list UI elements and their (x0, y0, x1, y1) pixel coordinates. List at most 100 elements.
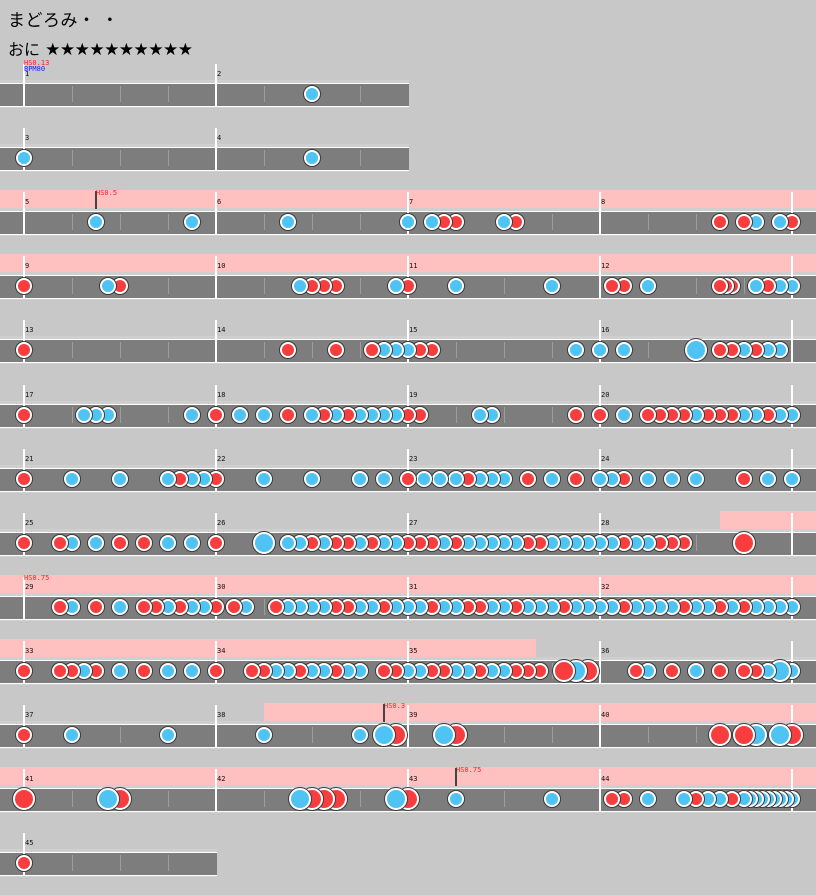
beat-line (264, 214, 265, 231)
difficulty-stars: ★★★★★★★★★★ (45, 40, 193, 60)
big-don-note (13, 788, 35, 811)
measure-line (407, 640, 409, 683)
don-note (16, 855, 32, 872)
beat-line (120, 855, 121, 872)
chart-row: 45 (0, 831, 217, 895)
measure-number: 45 (25, 839, 34, 848)
don-note (712, 278, 728, 295)
beat-line (72, 214, 73, 231)
measure-number: 22 (217, 454, 226, 463)
measure-line (23, 320, 25, 363)
chart-row: 21 22 23 24 (0, 447, 816, 511)
beat-line (552, 342, 553, 359)
don-note (736, 214, 752, 231)
ka-note (160, 727, 176, 743)
don-note (52, 534, 68, 551)
don-note (712, 214, 728, 231)
scroll-speed-label: HS0.75 (24, 573, 50, 582)
ka-note (640, 791, 656, 808)
beat-line (120, 214, 121, 231)
ka-note (432, 470, 449, 487)
measure-line (23, 833, 25, 876)
measure-line (215, 256, 217, 299)
big-don-note (709, 724, 731, 746)
ka-note (88, 534, 104, 551)
measure-number: 29 (25, 582, 34, 591)
big-ka-note (289, 788, 311, 811)
ka-note (100, 278, 116, 295)
beat-line (312, 342, 313, 359)
measure-line (215, 769, 217, 812)
ka-note (688, 662, 704, 679)
ka-note (400, 214, 416, 231)
big-ka-note (769, 724, 791, 746)
ka-note (184, 214, 200, 231)
measure-line (599, 256, 601, 299)
beat-line (264, 86, 265, 102)
measure-line (23, 448, 25, 491)
don-note (16, 662, 32, 679)
measure-line (791, 448, 793, 491)
don-note (736, 470, 752, 487)
ka-note (496, 214, 512, 231)
measure-number: 34 (217, 646, 226, 655)
scroll-speed-label: HS0.13 (24, 59, 50, 67)
chart-row: 17 18 19 20 (0, 383, 816, 447)
beat-line (264, 598, 265, 615)
beat-line (552, 727, 553, 743)
ka-note (160, 662, 176, 679)
ka-note (256, 406, 272, 423)
beat-line (360, 791, 361, 808)
beat-line (552, 662, 553, 679)
beat-line (72, 406, 73, 423)
ka-note (772, 214, 788, 231)
don-note (136, 598, 152, 615)
measure-line (791, 320, 793, 363)
don-note (52, 662, 68, 679)
ka-note (592, 470, 608, 487)
chart-row: 5 6 7 8 HS0.5 (0, 190, 816, 254)
measure-line (791, 640, 793, 683)
beat-line (72, 342, 73, 359)
ka-note (592, 342, 608, 359)
ka-note (256, 470, 272, 487)
measure-number: 37 (25, 711, 34, 719)
measure-line (23, 256, 25, 299)
measure-line (23, 640, 25, 683)
don-note (400, 470, 416, 487)
beat-line (456, 342, 457, 359)
beat-line (312, 727, 313, 743)
measure-number: 3 (25, 134, 30, 143)
beat-line (72, 86, 73, 102)
ka-note (112, 662, 128, 679)
chart-row: 1 2 HS0.13 BPM80 (0, 59, 409, 126)
beat-line (168, 278, 169, 295)
measure-number: 19 (409, 390, 418, 399)
measure-number: 39 (409, 711, 418, 719)
measure-number: 10 (217, 262, 226, 271)
don-note (664, 662, 680, 679)
measure-number: 11 (409, 262, 418, 271)
beat-line (72, 855, 73, 872)
beat-line (504, 342, 505, 359)
scroll-speed-label: HS0.3 (384, 702, 406, 710)
measure-number: 8 (601, 198, 606, 207)
measure-number: 41 (25, 775, 34, 784)
beat-line (72, 150, 73, 167)
don-note (208, 662, 224, 679)
measure-line (407, 384, 409, 427)
ka-note (292, 278, 308, 295)
measure-line (215, 640, 217, 683)
ka-note (232, 406, 248, 423)
bpm-change-label: BPM80 (24, 65, 46, 73)
don-note (88, 598, 104, 615)
measure-line (599, 512, 601, 555)
measure-number: 32 (601, 582, 610, 591)
measure-number: 6 (217, 198, 222, 207)
measure-line (23, 705, 25, 747)
measure-line (599, 769, 601, 812)
scroll-change-marker (383, 704, 385, 722)
measure-line (215, 192, 217, 235)
chart-row: 33 34 35 36 (0, 638, 816, 703)
